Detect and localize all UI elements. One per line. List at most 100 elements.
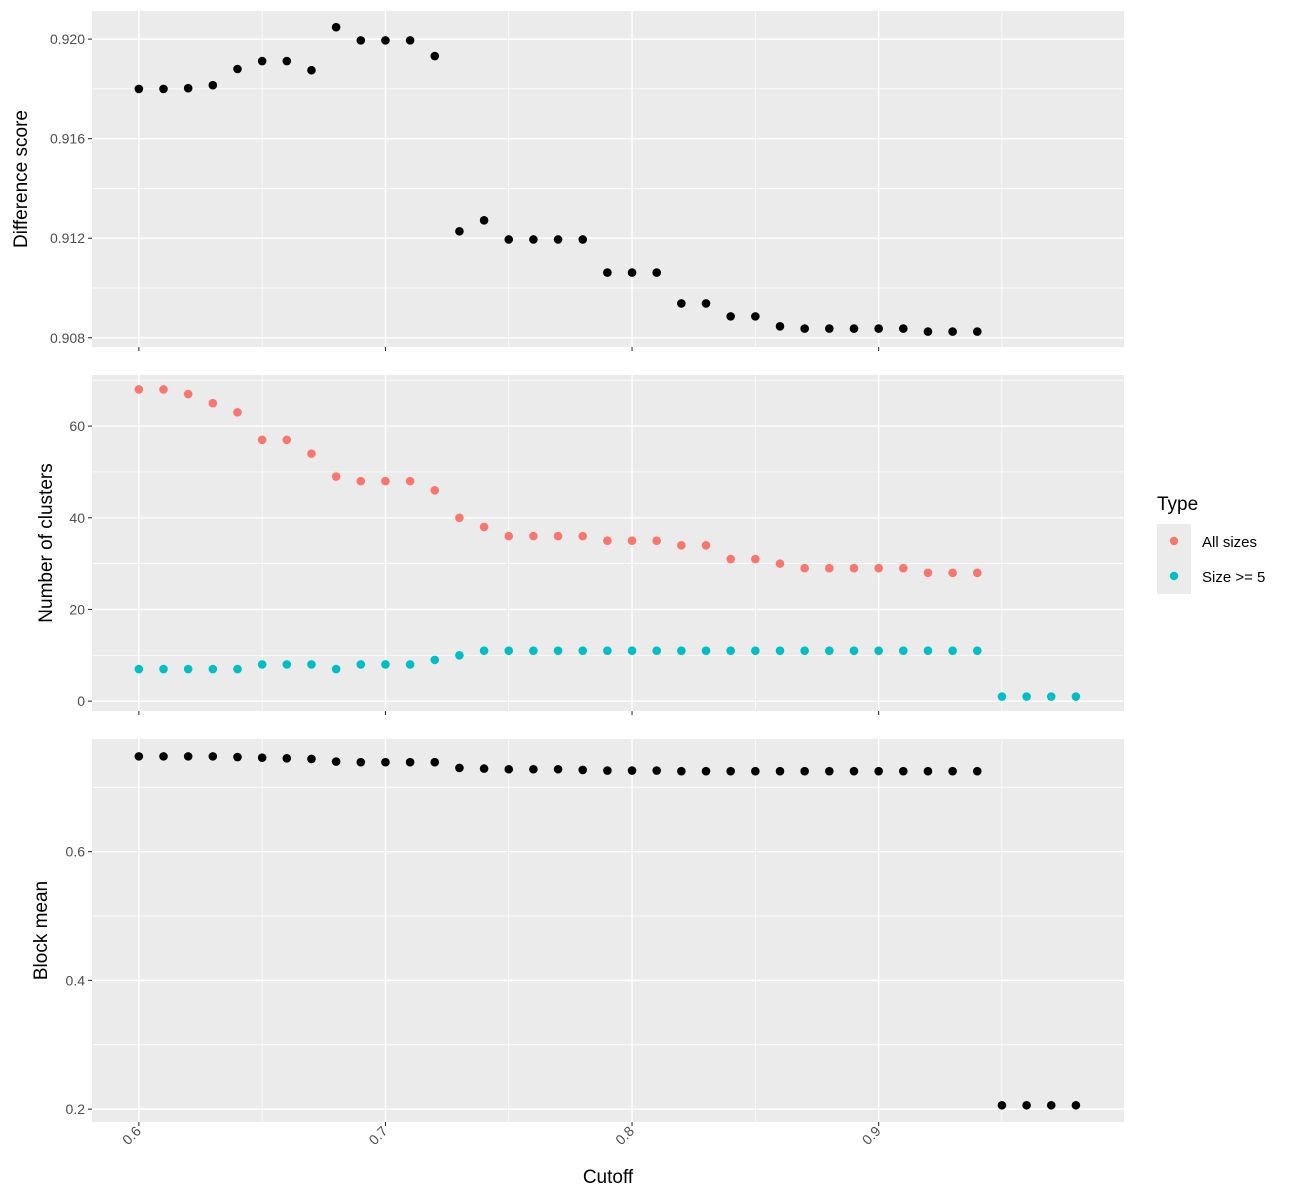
difference-score-point (652, 268, 662, 277)
number-of-clusters-point-series-0 (948, 568, 957, 578)
block-mean-point (751, 766, 760, 776)
number-of-clusters-point-series-1 (455, 651, 464, 660)
number-of-clusters-point-series-1 (134, 664, 144, 674)
difference-score-point (183, 83, 193, 93)
block-mean-point (603, 766, 612, 775)
difference-score-point (356, 36, 366, 45)
number-of-clusters-point-series-0 (825, 563, 834, 573)
number-of-clusters-point-series-0 (430, 485, 440, 495)
difference-score-point (825, 324, 834, 333)
block-mean-point (726, 766, 735, 776)
number-of-clusters-point-series-0 (257, 435, 267, 445)
number-of-clusters-point-series-1 (1046, 692, 1056, 701)
number-of-clusters-point-series-0 (479, 522, 489, 532)
number-of-clusters-point-series-1 (652, 646, 662, 656)
block-mean-point (1046, 1100, 1056, 1110)
number-of-clusters-point-series-0 (874, 563, 883, 573)
y-tick-label: 60 (69, 418, 85, 434)
number-of-clusters-point-series-0 (652, 536, 662, 546)
block-mean-point (1022, 1100, 1031, 1110)
difference-score-point (257, 56, 267, 66)
block-mean-point (405, 757, 415, 767)
difference-score-point (455, 226, 464, 236)
number-of-clusters-point-series-0 (208, 398, 218, 408)
difference-score-point (381, 36, 390, 45)
number-of-clusters-point-series-0 (504, 531, 514, 541)
number-of-clusters-point-series-1 (356, 660, 366, 669)
number-of-clusters-point-series-0 (627, 536, 637, 546)
number-of-clusters-point-series-1 (677, 646, 686, 656)
number-of-clusters-point-series-1 (381, 660, 390, 669)
block-mean-point (997, 1100, 1007, 1110)
y-tick-label: 0 (77, 693, 85, 709)
block-mean-point (898, 766, 908, 776)
block-mean-point (874, 766, 883, 776)
difference-score-point (134, 84, 144, 94)
number-of-clusters-point-series-1 (430, 655, 440, 665)
number-of-clusters-point-series-0 (553, 531, 563, 541)
number-of-clusters-point-series-0 (972, 568, 982, 578)
number-of-clusters-point-series-1 (208, 664, 218, 674)
number-of-clusters-point-series-1 (923, 646, 933, 656)
number-of-clusters-point-series-0 (775, 559, 785, 568)
number-of-clusters-point-series-0 (455, 513, 464, 523)
block-mean-point (923, 766, 933, 776)
number-of-clusters-point-series-0 (701, 540, 711, 550)
number-of-clusters-point-series-1 (701, 646, 711, 656)
block-mean-point (1071, 1100, 1081, 1110)
number-of-clusters-point-series-1 (1022, 692, 1031, 701)
block-mean-point (849, 766, 859, 776)
y-tick-label: 0.920 (50, 31, 85, 47)
legend-title: Type (1157, 494, 1198, 515)
difference-score-point (775, 322, 785, 331)
block-mean-point (529, 764, 538, 774)
block-mean-panel-background (92, 739, 1124, 1122)
number-of-clusters-point-series-0 (603, 536, 612, 546)
difference-score-point (430, 51, 440, 61)
difference-score-point (504, 235, 514, 244)
block-mean-point (553, 764, 563, 774)
number-of-clusters-point-series-1 (726, 646, 735, 656)
difference-score-point (898, 324, 908, 333)
block-mean-point (948, 766, 957, 776)
block-mean-point (134, 752, 144, 761)
number-of-clusters-point-series-1 (972, 646, 982, 656)
number-of-clusters-point-series-0 (578, 531, 588, 541)
number-of-clusters-point-series-0 (381, 476, 390, 486)
number-of-clusters-point-series-0 (405, 476, 415, 486)
legend-label-all-sizes: All sizes (1202, 534, 1257, 551)
difference-score-point (479, 216, 489, 225)
difference-score-point (948, 327, 957, 336)
number-of-clusters-point-series-0 (282, 435, 292, 445)
difference-score-point (307, 65, 316, 75)
number-of-clusters-point-series-1 (997, 692, 1007, 701)
number-of-clusters-point-series-1 (553, 646, 563, 656)
number-of-clusters-point-series-0 (233, 408, 242, 417)
block-mean-point (282, 754, 292, 763)
number-of-clusters-point-series-1 (233, 664, 242, 674)
y-tick-label: 40 (69, 510, 85, 526)
number-of-clusters-point-series-1 (849, 646, 859, 656)
legend-label-size-ge-5: Size >= 5 (1202, 569, 1265, 586)
block-mean-point (800, 766, 809, 776)
difference-score-point (751, 312, 760, 321)
number-of-clusters-point-series-1 (800, 646, 809, 656)
legend-key-all-sizes (1169, 536, 1179, 546)
y-tick-label: 0.6 (66, 844, 86, 860)
number-of-clusters-point-series-0 (307, 449, 316, 458)
block-mean-point (578, 765, 588, 775)
block-mean-point (701, 766, 711, 776)
difference-score-point (972, 327, 982, 336)
x-axis-title: Cutoff (583, 1167, 634, 1188)
difference-score-panel: 0.908 0.912 0.916 0.920 Difference score (11, 11, 1124, 351)
number-of-clusters-point-series-1 (331, 664, 341, 674)
number-of-clusters-point-series-1 (1071, 692, 1081, 701)
difference-score-panel-background (92, 11, 1124, 347)
block-mean-point (307, 754, 316, 764)
number-of-clusters-point-series-1 (825, 646, 834, 656)
block-mean-point (775, 766, 785, 776)
difference-score-point (578, 235, 588, 244)
number-of-clusters-panel: 0 20 40 60 Number of clusters (36, 375, 1124, 715)
y-tick-label: 0.916 (50, 131, 85, 147)
block-mean-point (208, 752, 218, 761)
